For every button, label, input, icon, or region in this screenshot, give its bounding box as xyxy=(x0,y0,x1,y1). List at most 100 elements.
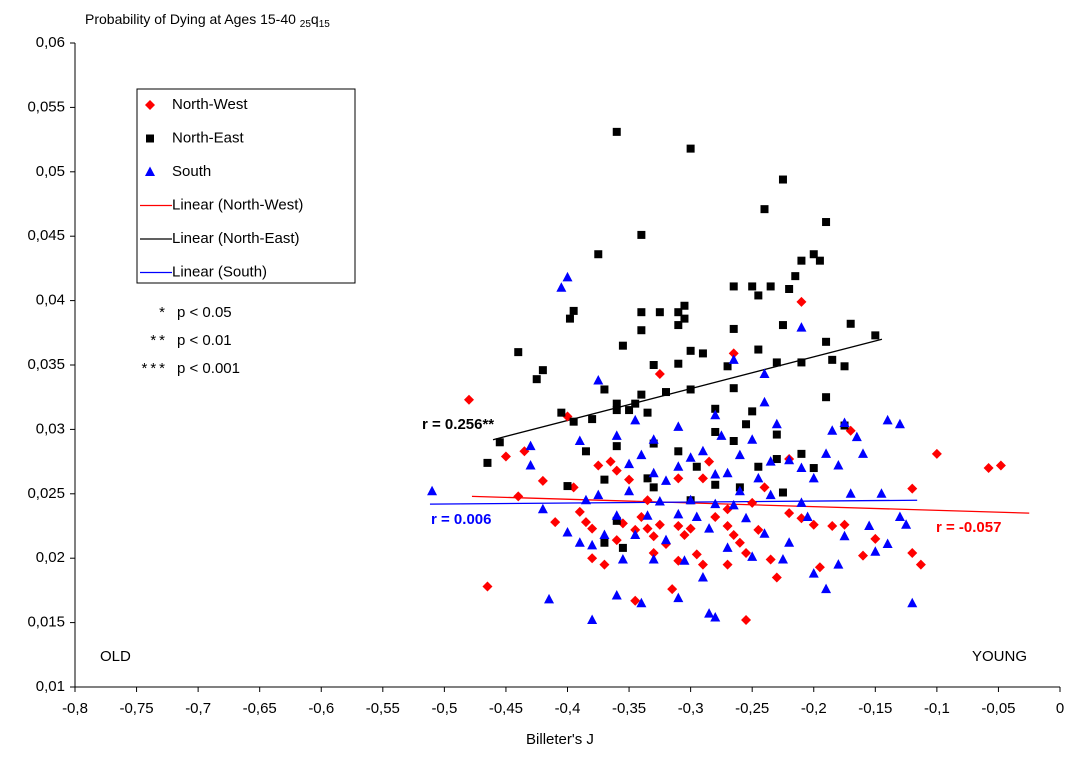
chart-title: Probability of Dying at Ages 15-40 25q15 xyxy=(85,11,330,30)
significance-stars: * xyxy=(159,304,168,321)
point xyxy=(983,463,994,474)
point xyxy=(648,434,659,444)
point xyxy=(697,572,708,582)
point xyxy=(612,442,621,451)
point xyxy=(593,374,604,385)
point xyxy=(697,559,708,570)
point xyxy=(563,482,572,491)
point xyxy=(600,538,609,547)
point xyxy=(661,534,671,545)
point xyxy=(599,529,610,540)
annotation: r = -0.057 xyxy=(936,519,1001,536)
point xyxy=(722,467,733,478)
point xyxy=(532,375,541,384)
x-tick-label: -0,35 xyxy=(612,700,646,717)
point xyxy=(828,355,837,364)
point xyxy=(778,175,787,184)
title-q: q xyxy=(311,11,319,27)
title-sub: 25 xyxy=(300,19,312,30)
point xyxy=(907,483,918,494)
y-tick-label: 0,045 xyxy=(27,227,65,244)
point xyxy=(729,384,738,393)
point xyxy=(931,448,942,459)
point xyxy=(562,271,573,282)
point xyxy=(814,562,825,573)
point xyxy=(766,282,775,291)
point xyxy=(630,414,641,425)
point xyxy=(544,593,555,604)
point xyxy=(711,404,720,413)
point xyxy=(796,296,807,307)
point xyxy=(827,425,838,435)
legend-box xyxy=(136,88,356,284)
point xyxy=(698,349,707,358)
point xyxy=(870,533,881,544)
point xyxy=(876,488,887,498)
point xyxy=(661,475,671,485)
point xyxy=(747,434,758,444)
point xyxy=(741,548,752,559)
point xyxy=(796,322,807,332)
point xyxy=(778,321,787,330)
y-tick-label: 0,03 xyxy=(36,420,65,437)
point xyxy=(882,538,893,549)
point xyxy=(686,346,695,355)
point xyxy=(642,495,653,506)
point xyxy=(637,230,646,239)
point xyxy=(680,314,689,323)
point xyxy=(772,455,781,464)
point xyxy=(870,546,881,556)
point xyxy=(654,369,665,380)
significance-label: p < 0.001 xyxy=(177,360,240,377)
point xyxy=(796,497,807,507)
y-tick-label: 0,035 xyxy=(27,356,65,373)
point xyxy=(513,491,524,502)
point xyxy=(500,451,511,462)
point xyxy=(760,205,769,214)
point xyxy=(637,308,646,317)
point xyxy=(796,462,807,473)
y-tick-label: 0,04 xyxy=(36,292,65,309)
point xyxy=(612,127,621,136)
point xyxy=(827,521,838,531)
point xyxy=(797,358,806,367)
point xyxy=(765,554,776,565)
point xyxy=(710,409,721,420)
title-main: Probability of Dying at Ages 15-40 xyxy=(85,11,296,27)
point xyxy=(747,551,758,561)
point xyxy=(748,282,757,291)
point xyxy=(637,326,646,335)
point xyxy=(858,550,868,561)
point xyxy=(624,458,635,469)
point xyxy=(674,308,683,317)
point xyxy=(673,473,684,484)
x-tick-label: -0,65 xyxy=(243,700,277,717)
point xyxy=(907,548,918,559)
y-tick-label: 0,025 xyxy=(27,485,65,502)
point xyxy=(753,472,764,483)
point xyxy=(630,529,641,540)
point xyxy=(686,385,695,394)
annotation: r = 0.256** xyxy=(422,416,494,433)
point xyxy=(649,483,658,492)
point xyxy=(611,465,622,476)
y-tick-label: 0,06 xyxy=(36,34,65,51)
point xyxy=(680,301,689,310)
x-tick-label: 0 xyxy=(1056,700,1064,717)
point xyxy=(565,314,574,323)
point xyxy=(722,521,733,531)
point xyxy=(600,475,609,484)
point xyxy=(581,447,590,456)
point xyxy=(704,523,715,533)
point xyxy=(685,494,696,505)
point xyxy=(845,488,856,498)
point xyxy=(772,430,781,439)
trend-line xyxy=(429,499,918,505)
x-tick-label: -0,8 xyxy=(62,700,88,717)
title-sub: 15 xyxy=(319,19,331,30)
point xyxy=(716,430,727,440)
point xyxy=(815,256,824,265)
point xyxy=(729,324,738,333)
